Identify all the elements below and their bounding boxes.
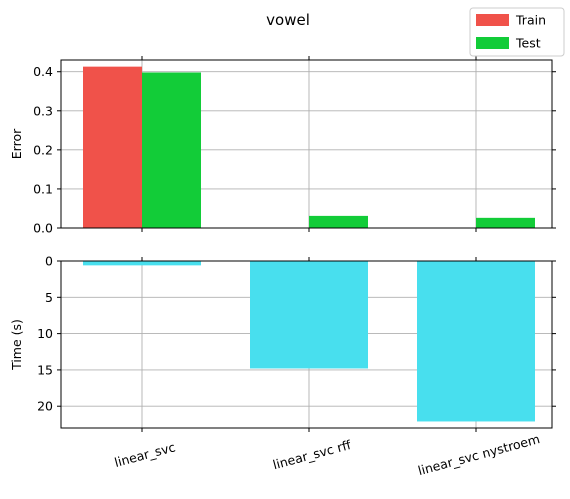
legend-swatch-train — [476, 14, 509, 26]
error-axes-frame — [60, 59, 553, 229]
time-bar-time-2 — [417, 261, 535, 422]
error-bar-train-0 — [83, 66, 142, 228]
legend-swatch-test — [476, 37, 509, 49]
time-ytick-label-3: 15 — [37, 362, 53, 377]
error-ytick-label-1: 0.1 — [33, 181, 53, 196]
time-ytick-label-2: 10 — [37, 326, 53, 341]
error-bar-test-1 — [309, 215, 368, 228]
time-ytick-label-0: 0 — [45, 254, 53, 269]
legend-label-test: Test — [515, 36, 541, 51]
error-ylabel: Error — [9, 128, 24, 159]
xtick-label-2: linear_svc nystroem — [416, 431, 541, 478]
time-panel: 0 5 10 15 20 Time (s) linear_svc linear_svc rff… — [9, 254, 556, 478]
error-ytick-label-0: 0.0 — [33, 221, 53, 236]
legend: Train Test — [469, 7, 565, 57]
time-ytick-label-4: 20 — [37, 399, 53, 414]
time-ylabel: Time (s) — [9, 319, 24, 371]
error-panel: 0.0 0.1 0.2 0.3 0.4 Error — [9, 56, 556, 236]
xtick-label-0: linear_svc — [113, 439, 177, 470]
error-ytick-label-3: 0.3 — [33, 103, 53, 118]
xtick-label-1: linear_svc rff — [271, 437, 353, 472]
error-ytick-label-4: 0.4 — [33, 64, 53, 79]
time-bar-time-0 — [83, 261, 201, 266]
chart-title: vowel — [266, 11, 310, 29]
error-bar-test-2 — [476, 217, 535, 228]
error-ytick-label-2: 0.2 — [33, 142, 53, 157]
time-bar-time-1 — [250, 261, 368, 369]
legend-label-train: Train — [515, 13, 546, 28]
time-ytick-label-1: 5 — [45, 290, 53, 305]
time-axes-frame — [60, 260, 553, 429]
error-bar-test-0 — [142, 72, 201, 229]
